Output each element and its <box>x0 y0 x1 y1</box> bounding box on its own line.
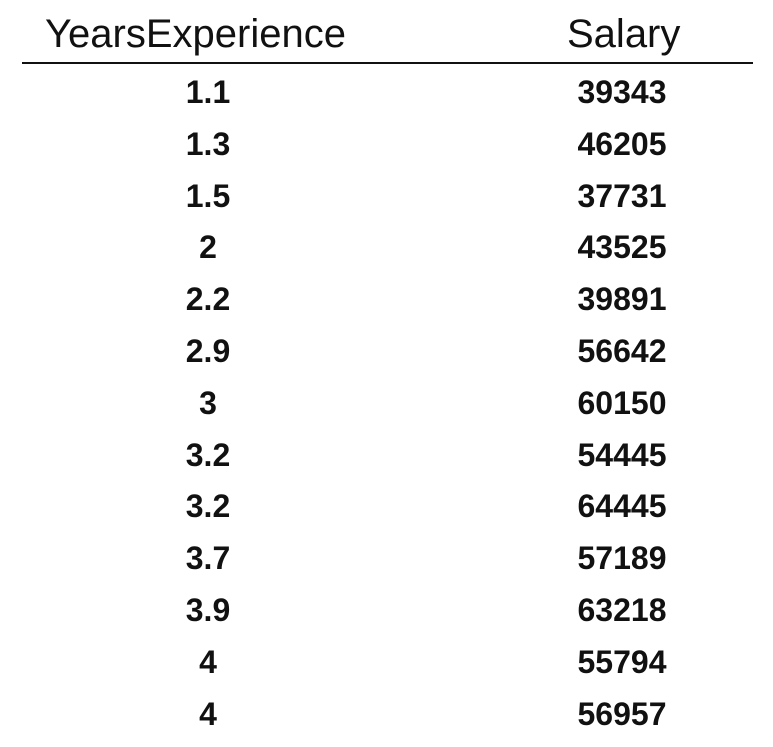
table-body: 1.1 39343 1.3 46205 1.5 37731 2 43525 2.2 39891 2.… <box>22 64 753 737</box>
cell-salary: 57189 <box>577 540 667 577</box>
table-row: 3 60150 <box>22 375 753 427</box>
cell-years-experience: 2.9 <box>185 332 231 369</box>
cell-years-experience: 4 <box>199 695 217 732</box>
cell-salary: 56957 <box>577 695 667 732</box>
table-row: 4 56957 <box>22 686 753 738</box>
cell-salary: 54445 <box>577 436 667 473</box>
cell-salary: 55794 <box>577 643 667 680</box>
table-header: YearsExperience Salary <box>22 0 753 64</box>
cell-years-experience: 1.5 <box>185 177 231 214</box>
table-row: 2.9 56642 <box>22 323 753 375</box>
table-row: 2 43525 <box>22 219 753 271</box>
cell-salary: 43525 <box>577 229 667 266</box>
cell-years-experience: 2 <box>199 229 217 266</box>
cell-years-experience: 4 <box>199 643 217 680</box>
cell-salary: 63218 <box>577 591 667 628</box>
cell-years-experience: 3 <box>199 384 217 421</box>
cell-years-experience: 3.2 <box>185 488 231 525</box>
cell-salary: 64445 <box>577 488 667 525</box>
header-salary: Salary <box>567 12 681 56</box>
cell-years-experience: 3.7 <box>185 540 231 577</box>
data-table: YearsExperience Salary 1.1 39343 1.3 46205 1… <box>22 0 753 737</box>
cell-salary: 39343 <box>577 74 667 110</box>
cell-years-experience: 2.2 <box>185 281 231 318</box>
table-row: 3.7 57189 <box>22 530 753 582</box>
cell-salary: 60150 <box>577 384 667 421</box>
table-row: 1.1 39343 <box>22 64 753 116</box>
table-row: 3.2 54445 <box>22 427 753 479</box>
table-row: 1.3 46205 <box>22 116 753 168</box>
table-row: 3.9 63218 <box>22 582 753 634</box>
cell-salary: 46205 <box>577 125 667 162</box>
cell-salary: 37731 <box>577 177 667 214</box>
header-years-experience: YearsExperience <box>45 12 346 56</box>
table-row: 4 55794 <box>22 634 753 686</box>
cell-salary: 39891 <box>577 281 667 318</box>
cell-years-experience: 1.3 <box>185 125 231 162</box>
table-row: 2.2 39891 <box>22 271 753 323</box>
table-row: 3.2 64445 <box>22 478 753 530</box>
cell-years-experience: 3.9 <box>185 591 231 628</box>
table-row: 1.5 37731 <box>22 168 753 220</box>
cell-salary: 56642 <box>577 332 667 369</box>
cell-years-experience: 1.1 <box>185 74 231 110</box>
cell-years-experience: 3.2 <box>185 436 231 473</box>
